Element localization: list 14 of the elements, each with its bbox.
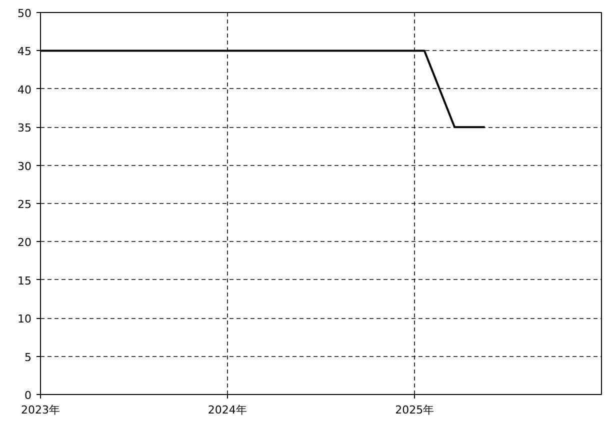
y-tick-label: 25 <box>18 198 32 211</box>
y-tick-label: 0 <box>24 389 32 402</box>
x-tick-label: 2024年 <box>208 404 247 416</box>
y-tick-label: 50 <box>18 7 32 20</box>
x-tick-label: 2023年 <box>21 404 60 416</box>
y-tick-label: 10 <box>18 312 32 326</box>
y-tick-label: 20 <box>18 236 32 250</box>
y-tick-label: 30 <box>18 160 32 173</box>
y-tick-label: 5 <box>24 350 32 364</box>
x-tick-label: 2025年 <box>395 404 434 416</box>
y-tick-label: 40 <box>18 83 32 96</box>
y-tick-label: 45 <box>18 45 32 58</box>
y-tick-label: 35 <box>18 122 32 135</box>
y-tick-label: 15 <box>18 274 32 288</box>
